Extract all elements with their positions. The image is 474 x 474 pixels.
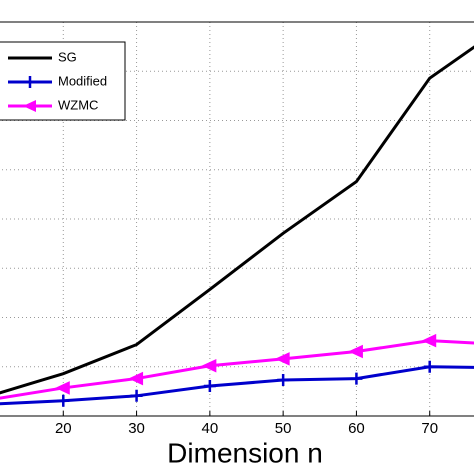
marker xyxy=(274,352,290,366)
legend-label: WZMC xyxy=(58,97,98,112)
x-tick-label: 40 xyxy=(202,420,219,437)
marker xyxy=(130,389,143,402)
marker xyxy=(57,394,70,407)
series-line xyxy=(0,365,474,406)
x-tick-label: 30 xyxy=(128,420,145,437)
legend-marker xyxy=(23,100,36,112)
x-tick-label: 50 xyxy=(275,420,292,437)
legend-label: SG xyxy=(58,49,77,64)
marker xyxy=(201,358,217,373)
marker xyxy=(423,360,436,373)
marker xyxy=(55,381,70,395)
marker xyxy=(348,344,363,359)
marker xyxy=(421,333,437,348)
legend-label: Modified xyxy=(58,73,107,88)
marker xyxy=(350,372,363,385)
x-axis-label: Dimension n xyxy=(167,437,323,468)
marker xyxy=(203,379,216,392)
x-tick-label: 20 xyxy=(55,420,72,437)
series-line xyxy=(0,339,474,400)
x-tick-label: 60 xyxy=(348,420,365,437)
x-tick-label: 70 xyxy=(421,420,438,437)
series-line xyxy=(0,45,474,395)
marker xyxy=(128,371,144,386)
marker xyxy=(277,374,290,387)
legend: SG Modified WZMC xyxy=(0,41,126,121)
legend-marker xyxy=(24,76,36,88)
